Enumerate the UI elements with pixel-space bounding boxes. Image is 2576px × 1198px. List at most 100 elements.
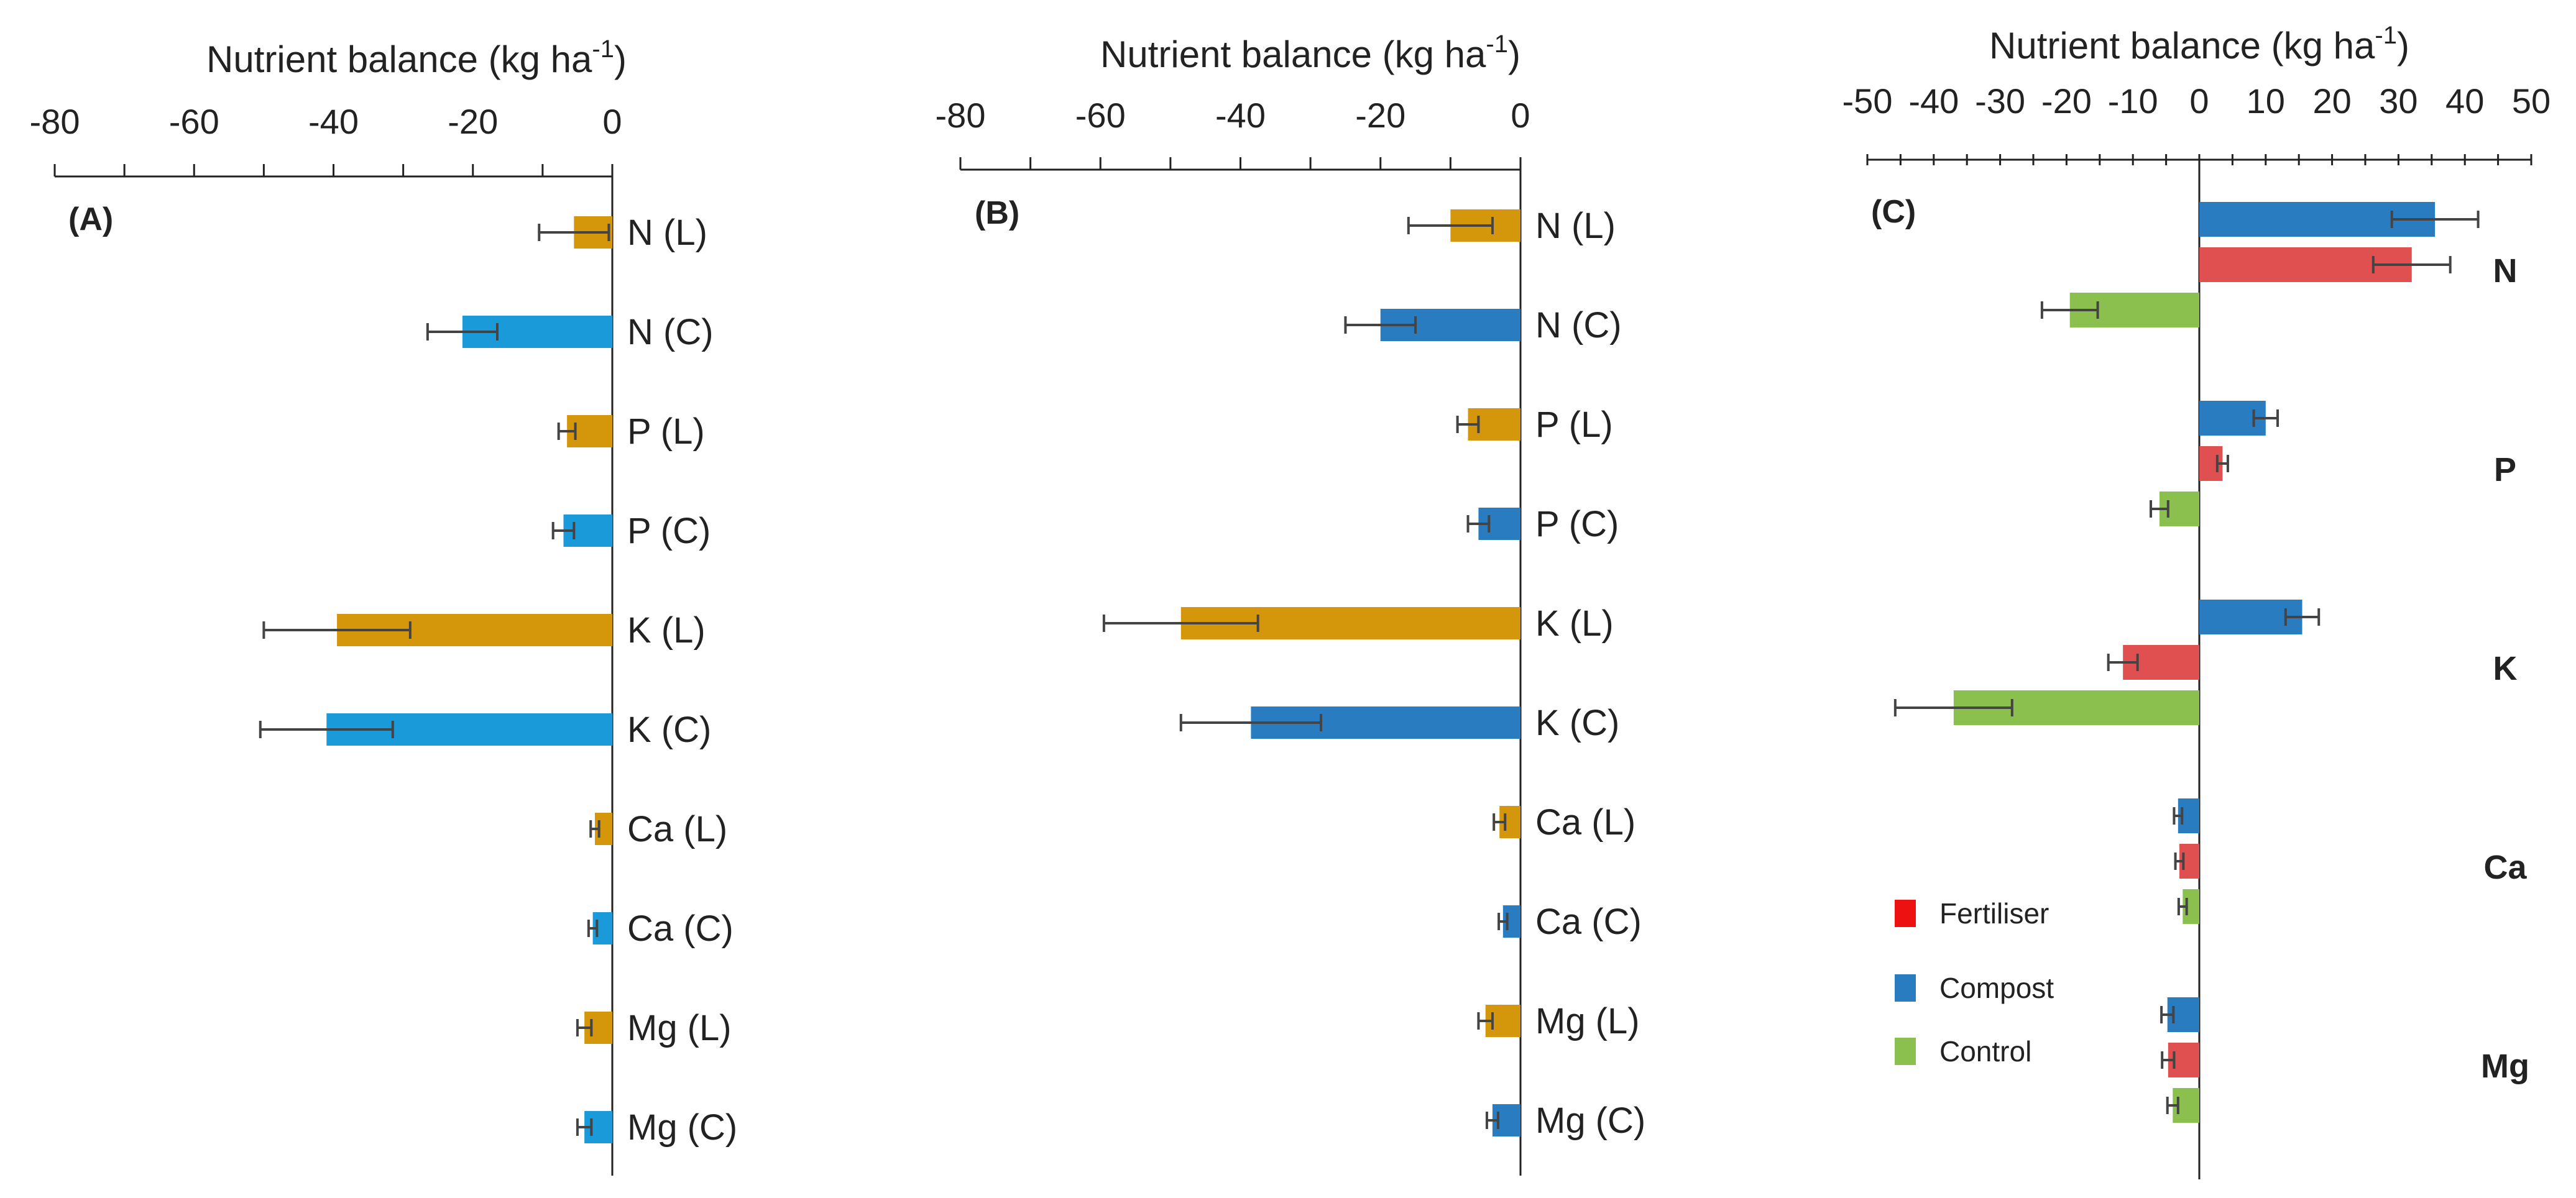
panel-c-tick-label: 50 (2512, 81, 2551, 121)
panel-c-label: (C) (1871, 194, 1916, 230)
panel-a-category-label: N (L) (627, 213, 707, 253)
panel-c-group-label: P (2494, 451, 2516, 488)
panel-c-tick-label: 30 (2379, 81, 2417, 121)
panel-c-group-label: Mg (2481, 1048, 2529, 1085)
panel-b-tick-label: -20 (1355, 96, 1405, 135)
panel-b-category-label: P (C) (1535, 504, 1619, 544)
panel-a-error-bar (551, 522, 576, 539)
panel-b-category-label: N (L) (1535, 206, 1616, 246)
legend-swatch (1895, 1038, 1916, 1065)
panel-b-category-label: Mg (L) (1535, 1001, 1640, 1041)
panel-b-category-label: Mg (C) (1535, 1100, 1645, 1141)
panel-a-category-label: K (C) (627, 710, 711, 750)
panel-c-group-label: Ca (2483, 849, 2527, 886)
panel-b-error-bar (1407, 217, 1494, 234)
panel-c-error-bar (2371, 256, 2452, 273)
legend-label: Fertiliser (1939, 897, 2049, 930)
panel-a-error-bar (426, 323, 499, 341)
legend-item-control: Control (1895, 1035, 2031, 1068)
panel-b-category-label: N (C) (1535, 305, 1622, 345)
panel-c-group-label: N (2493, 252, 2518, 290)
panel-b-category-label: K (C) (1535, 703, 1619, 743)
panel-b-category-label: Ca (L) (1535, 802, 1635, 843)
panel-b-chart: Nutrient balance (kg ha-1) (B) -80 -60 -40… (936, 30, 1645, 1176)
legend-item-compost: Compost (1895, 972, 2054, 1004)
panel-b-error-bar (1497, 913, 1509, 930)
panel-c-error-bar (1893, 699, 2013, 716)
panel-c-error-bar (2390, 211, 2480, 228)
panel-a-error-bar (587, 920, 599, 937)
panel-a-category-label: P (L) (627, 411, 705, 452)
panel-a-error-bar (576, 1118, 593, 1136)
panel-a-error-bar (557, 423, 577, 440)
panel-c-tick-label: -40 (1908, 81, 1959, 121)
panel-b-error-bar (1466, 515, 1491, 533)
legend-swatch (1895, 974, 1916, 1002)
panel-b-label: (B) (975, 195, 1019, 231)
panel-c-error-bar (2174, 853, 2185, 870)
panel-a-error-bar (538, 224, 610, 241)
panel-a-category-label: Ca (C) (627, 908, 734, 949)
legend-label: Control (1939, 1035, 2031, 1068)
panel-b-error-bar (1485, 1112, 1499, 1129)
panel-c-error-bar (2166, 1097, 2179, 1114)
panel-c-error-bar (2173, 807, 2184, 825)
panel-b-error-bar (1179, 714, 1323, 731)
panel-b-axis-title: Nutrient balance (kg ha-1) (1100, 30, 1520, 75)
panel-c-tick-label: -30 (1975, 81, 2025, 121)
panel-a-tick-label: -60 (169, 102, 219, 141)
panel-c-axis-title: Nutrient balance (kg ha-1) (1989, 22, 2409, 66)
panel-a-axis-title: Nutrient balance (kg ha-1) (206, 35, 627, 80)
panel-b-tick-label: -40 (1215, 96, 1266, 135)
panel-a-tick-label: -80 (30, 102, 80, 141)
panel-c-tick-label: 0 (2189, 81, 2209, 121)
panel-a-error-bar (262, 621, 412, 639)
panel-a-category-label: Ca (L) (627, 809, 727, 849)
panel-b-error-bar (1456, 416, 1480, 433)
panel-c-tick-label: -50 (1842, 81, 1893, 121)
panel-b-category-label: K (L) (1535, 603, 1614, 644)
panel-c-error-bar (2160, 1006, 2175, 1023)
legend-item-fertiliser: Fertiliser (1895, 897, 2049, 930)
panel-c-error-bar (2107, 654, 2139, 671)
panel-c-error-bar (2177, 898, 2188, 915)
panel-a-category-label: Mg (L) (627, 1008, 732, 1048)
panel-a-category-label: K (L) (627, 610, 706, 651)
panel-c-error-bar (2284, 608, 2321, 626)
panel-b-tick-label: -80 (936, 96, 986, 135)
panel-c-error-bar (2150, 500, 2169, 518)
panel-b-category-label: P (L) (1535, 405, 1613, 445)
panel-c-tick-label: 40 (2445, 81, 2484, 121)
panel-b-error-bar (1344, 316, 1417, 334)
panel-a-error-bar (576, 1019, 593, 1036)
panel-a-category-label: Mg (C) (627, 1107, 737, 1148)
panel-c-error-bar (2161, 1051, 2176, 1069)
panel-a-chart: Nutrient balance (kg ha-1) (A) -80 -60 -40… (30, 35, 737, 1176)
panel-a-error-bar (259, 721, 394, 738)
panel-b-error-bar (1493, 813, 1507, 831)
panel-c-chart: Nutrient balance (kg ha-1) (C) -50 -40 -30… (1842, 22, 2551, 1179)
panel-b-category-label: Ca (C) (1535, 902, 1642, 942)
panel-a-category-label: N (C) (627, 312, 714, 352)
panel-c-group-label: K (2493, 650, 2518, 687)
panel-a-category-label: P (C) (627, 511, 711, 551)
panel-a-tick-label: -20 (448, 102, 498, 141)
panel-a-label: (A) (68, 201, 113, 237)
panel-a-tick-label: -40 (308, 102, 359, 141)
panel-c-error-bar (2040, 301, 2099, 319)
panel-c-tick-label: 10 (2247, 81, 2285, 121)
panel-c-tick-label: -20 (2041, 81, 2092, 121)
panel-b-error-bar (1477, 1012, 1494, 1030)
panel-b-tick-label: -60 (1075, 96, 1126, 135)
panel-c-error-bar (2215, 455, 2229, 472)
panel-c-tick-label: -10 (2108, 81, 2158, 121)
panel-b-tick-label: 0 (1511, 96, 1530, 135)
panel-c-error-bar (2252, 409, 2279, 427)
panel-c-tick-label: 20 (2312, 81, 2351, 121)
panel-a-tick-label: 0 (602, 102, 622, 141)
legend-label: Compost (1939, 972, 2054, 1004)
panel-a-error-bar (589, 820, 600, 838)
panel-b-error-bar (1102, 615, 1259, 632)
legend-swatch (1895, 900, 1916, 927)
